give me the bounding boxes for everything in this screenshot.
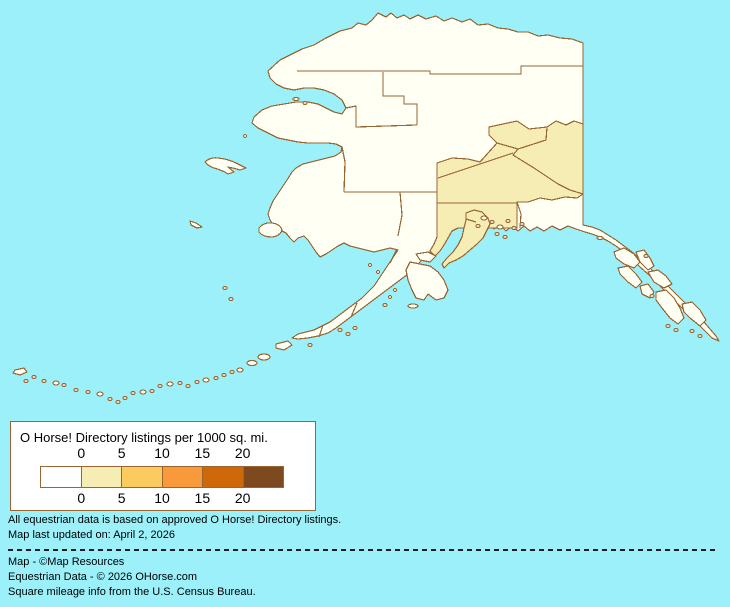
legend-tick-label: 5 xyxy=(117,490,126,506)
st-lawrence-island xyxy=(204,157,247,175)
legend-title: O Horse! Directory listings per 1000 sq.… xyxy=(20,430,268,445)
legend-swatch-1 xyxy=(81,467,122,487)
equestrian-data-credit: Equestrian Data - © 2026 OHorse.com xyxy=(8,571,198,583)
kodiak-island-group[interactable] xyxy=(405,251,449,309)
nunivak-island xyxy=(258,222,283,238)
data-disclaimer-note: All equestrian data is based on approved… xyxy=(8,514,342,526)
census-credit: Square mileage info from the U.S. Census… xyxy=(8,586,256,598)
map-credit: Map - ©Map Resources xyxy=(8,556,125,568)
legend-ticks-bottom: 0 5 10 15 20 xyxy=(11,490,315,506)
legend-color-ramp xyxy=(40,466,284,488)
legend-tick-label: 5 xyxy=(117,445,126,461)
legend-tick-label: 15 xyxy=(194,445,211,461)
gulf-islets xyxy=(367,262,398,308)
southeast-panhandle-islands[interactable] xyxy=(596,235,707,339)
legend-tick-label: 20 xyxy=(234,445,251,461)
legend-tick-label: 0 xyxy=(77,445,86,461)
pribilof-islands xyxy=(222,285,234,302)
legend-swatch-3 xyxy=(162,467,203,487)
legend-swatch-0 xyxy=(41,467,82,487)
map-updated-note: Map last updated on: April 2, 2026 xyxy=(8,529,175,541)
aleutian-islands xyxy=(12,340,293,405)
legend-ticks-top: 0 5 10 15 20 xyxy=(11,445,315,461)
legend-swatch-4 xyxy=(203,467,244,487)
prince-william-sound-islets xyxy=(475,215,525,240)
dashed-divider xyxy=(8,549,719,551)
map-legend: O Horse! Directory listings per 1000 sq.… xyxy=(10,421,316,511)
legend-swatch-2 xyxy=(122,467,163,487)
legend-tick-label: 10 xyxy=(154,490,170,506)
legend-tick-label: 0 xyxy=(77,490,86,506)
legend-swatch-5 xyxy=(243,467,283,487)
shumagin-islands xyxy=(307,325,358,348)
legend-tick-label: 10 xyxy=(154,445,170,461)
legend-tick-label: 20 xyxy=(234,490,251,506)
bering-strait-islets xyxy=(242,96,308,139)
borough-boundaries xyxy=(297,65,583,338)
legend-tick-label: 15 xyxy=(194,490,211,506)
st-matthew-island xyxy=(189,220,203,229)
